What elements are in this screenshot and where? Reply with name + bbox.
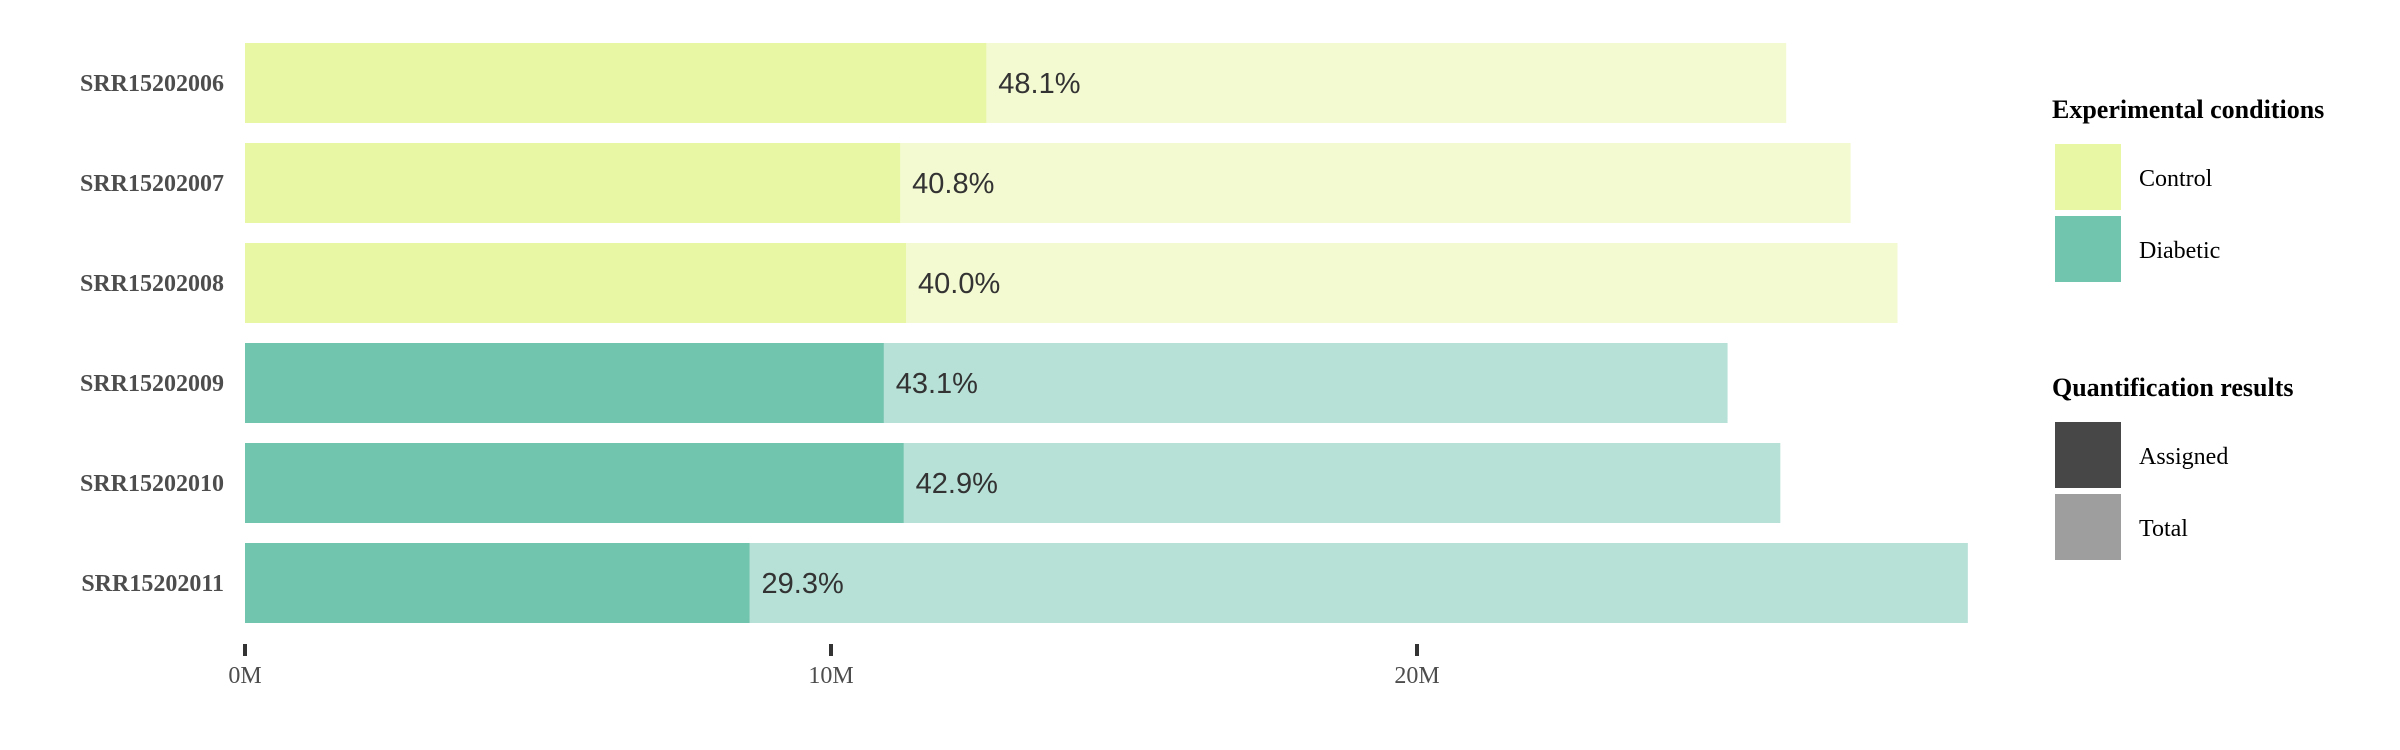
sample-label: SRR15202006 xyxy=(80,71,224,97)
legend-swatch xyxy=(2053,492,2123,562)
legend: Experimental conditions Control Diabetic Qu… xyxy=(2052,95,2324,562)
sample-label: SRR15202007 xyxy=(80,171,224,197)
percent-label: 43.1% xyxy=(896,368,978,400)
legend-label: Diabetic xyxy=(2139,238,2220,264)
assigned-bar xyxy=(245,143,901,223)
assigned-bar xyxy=(245,543,750,623)
legend-swatch xyxy=(2053,214,2123,284)
bar-row: SRR15202006 48.1% xyxy=(80,43,1787,123)
percent-label: 40.0% xyxy=(918,268,1000,300)
x-axis: 0M 10M 20M xyxy=(228,644,1440,689)
bar-row: SRR15202009 43.1% xyxy=(80,343,1728,423)
assigned-bar xyxy=(245,443,904,523)
assigned-bar xyxy=(245,43,987,123)
x-tick-label: 20M xyxy=(1394,663,1439,689)
bar-row: SRR15202008 40.0% xyxy=(80,243,1898,323)
legend-label: Assigned xyxy=(2139,444,2228,470)
sample-label: SRR15202009 xyxy=(80,371,224,397)
bar-row: SRR15202010 42.9% xyxy=(80,443,1781,523)
x-tick-label: 10M xyxy=(808,663,853,689)
assigned-bar xyxy=(245,243,907,323)
legend-group: Quantification results Assigned Total xyxy=(2052,373,2293,562)
legend-title: Quantification results xyxy=(2052,373,2293,402)
bar-row: SRR15202011 29.3% xyxy=(81,543,1968,623)
percent-label: 29.3% xyxy=(762,568,844,600)
legend-label: Control xyxy=(2139,166,2213,192)
legend-title: Experimental conditions xyxy=(2052,95,2324,124)
percent-label: 40.8% xyxy=(912,168,994,200)
percent-label: 42.9% xyxy=(916,468,998,500)
x-tick-label: 0M xyxy=(228,663,261,689)
assigned-bar xyxy=(245,343,884,423)
sample-label: SRR15202008 xyxy=(80,271,224,297)
bars-group: SRR15202006 48.1%SRR15202007 40.8%SRR15202… xyxy=(80,43,1968,623)
legend-label: Total xyxy=(2139,516,2188,542)
legend-group: Experimental conditions Control Diabetic xyxy=(2052,95,2324,284)
legend-swatch xyxy=(2053,420,2123,490)
sample-label: SRR15202010 xyxy=(80,471,224,497)
percent-label: 48.1% xyxy=(998,68,1080,100)
sample-label: SRR15202011 xyxy=(81,571,224,597)
legend-swatch xyxy=(2053,142,2123,212)
bar-row: SRR15202007 40.8% xyxy=(80,143,1851,223)
